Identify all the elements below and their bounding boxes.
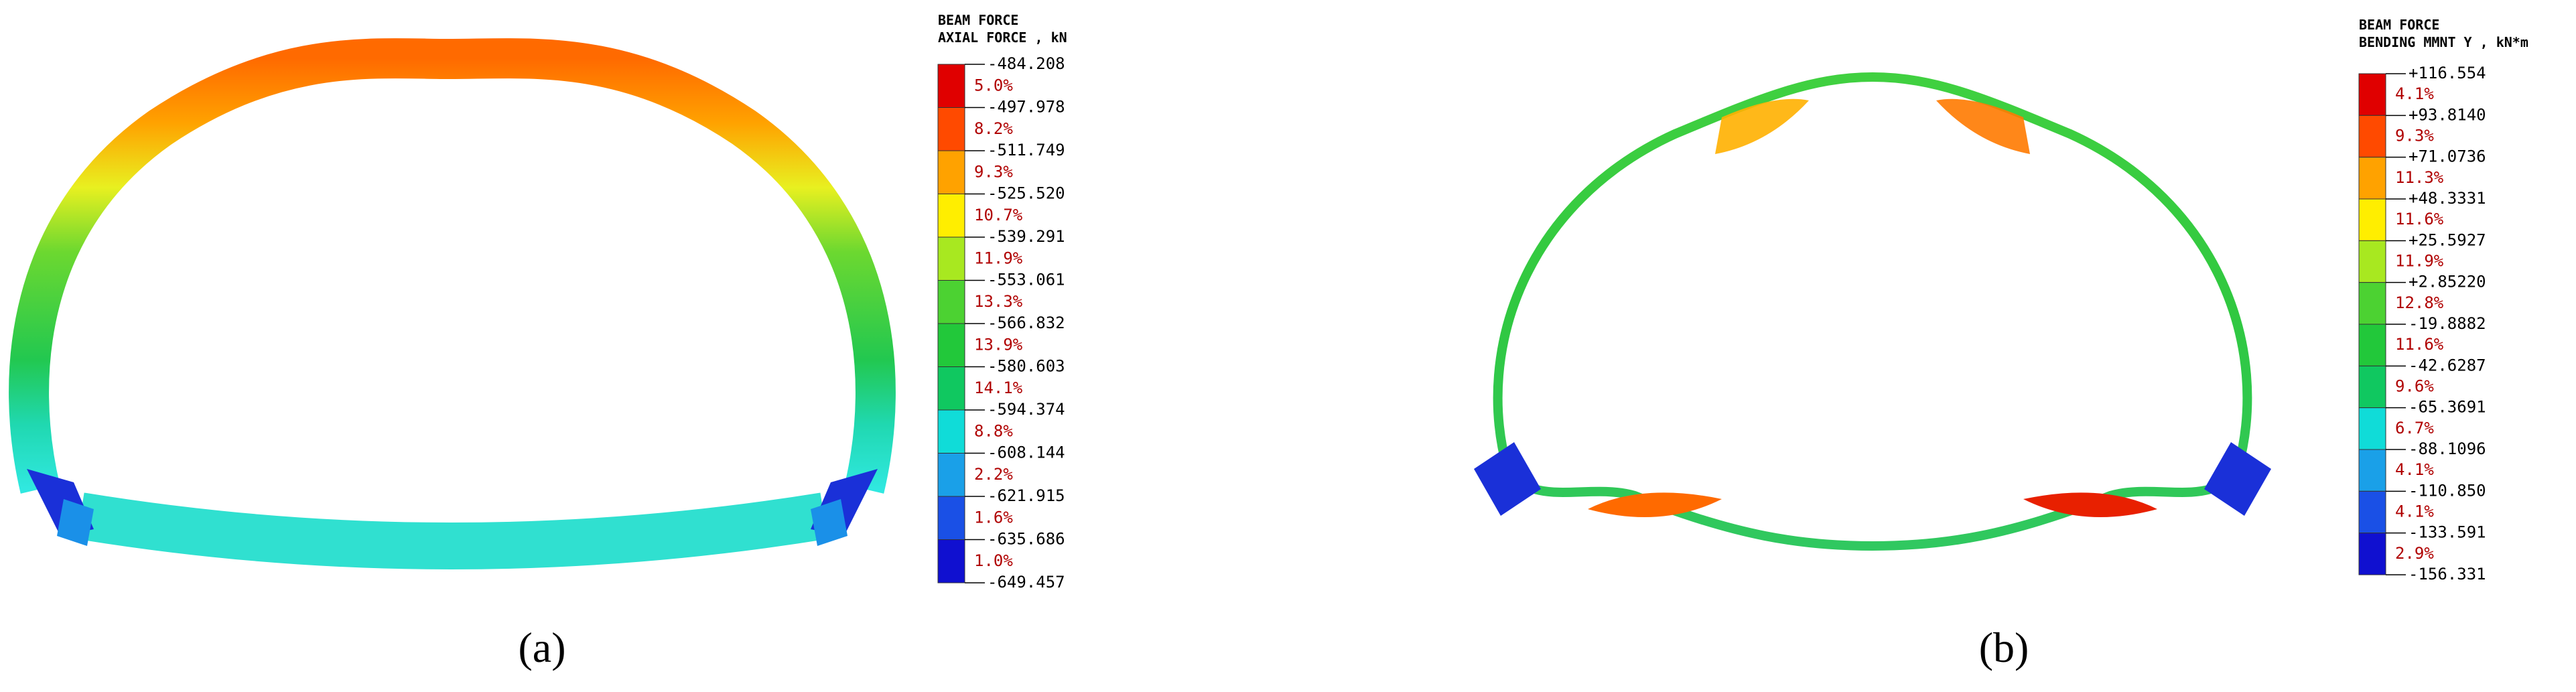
legend-percent: 11.3% [2395,168,2444,187]
legend-percent: 2.9% [2395,544,2434,563]
legend-swatch [2358,490,2386,534]
legend-level: +2.85220 [2409,273,2486,291]
legend-level: -621.915 [988,486,1065,505]
ring-a [9,38,896,569]
legend-level: -580.603 [988,357,1065,376]
legend-percent: 12.8% [2395,293,2444,312]
legend-level: +116.554 [2409,64,2486,82]
caption: (b) [1979,624,2029,671]
legend-level: +48.3331 [2409,189,2486,208]
legend-level: -497.978 [988,98,1065,117]
legend-level: -133.591 [2409,523,2486,542]
legend-percent: 5.0% [974,76,1013,94]
legend-level: -156.331 [2409,565,2486,583]
legend-swatch [2358,533,2386,575]
legend-swatch [2358,407,2386,450]
legend-level: -608.144 [988,443,1065,462]
legend-swatch [2358,365,2386,409]
legend-swatch [2358,282,2386,325]
legend-level: -65.3691 [2409,398,2486,417]
legend-swatch [937,323,965,367]
legend-swatch [2358,240,2386,283]
legend-swatch [2358,449,2386,492]
legend-percent: 9.3% [974,162,1013,181]
legend-percent: 2.2% [974,465,1013,484]
legend-percent: 10.7% [974,206,1023,224]
legend-level: -649.457 [988,573,1065,592]
legend-percent: 6.7% [2395,419,2434,437]
legend-level: -539.291 [988,227,1065,246]
legend-percent: 11.6% [2395,210,2444,228]
legend-level: -110.850 [2409,481,2486,500]
legend-percent: 14.1% [974,378,1023,397]
legend-swatch [2358,73,2386,116]
legend-level: -88.1096 [2409,439,2486,458]
legend-level: +93.8140 [2409,105,2486,124]
caption: (a) [518,624,565,671]
legend-level: -594.374 [988,400,1065,419]
legend-title: BEAM FORCE [2359,17,2439,33]
legend-swatch [937,64,965,108]
legend-percent: 4.1% [2395,84,2434,103]
legend-level: -511.749 [988,141,1065,159]
legend-title: BENDING MMNT Y , kN*m [2359,34,2528,50]
legend-percent: 11.9% [974,249,1023,267]
legend-level: +71.0736 [2409,147,2486,166]
legend-level: +25.5927 [2409,230,2486,249]
legend-percent: 1.0% [974,551,1013,570]
legend-swatch [937,453,965,497]
legend-percent: 8.8% [974,421,1013,440]
legend-title: AXIAL FORCE , kN [938,29,1067,46]
legend-swatch [937,366,965,411]
legend-swatch [937,107,965,151]
legend-level: -553.061 [988,271,1065,289]
legend-swatch [937,280,965,324]
legend-level: -566.832 [988,314,1065,332]
legend-swatch [2358,324,2386,366]
legend-percent: 9.6% [2395,377,2434,396]
legend-percent: 1.6% [974,508,1013,527]
legend-swatch [937,409,965,454]
ring-b [1474,72,2271,551]
legend-swatch [937,496,965,540]
legend-swatch [937,236,965,281]
legend-title: BEAM FORCE [938,12,1018,28]
legend-swatch [2358,198,2386,241]
legend-percent: 11.6% [2395,335,2444,354]
legend-swatch [937,194,965,238]
legend-swatch [2358,157,2386,200]
legend-percent: 8.2% [974,119,1013,138]
legend-percent: 9.3% [2395,127,2434,145]
legend-level: -635.686 [988,530,1065,549]
legend-percent: 4.1% [2395,502,2434,521]
legend-percent: 13.9% [974,335,1023,354]
legend-percent: 11.9% [2395,252,2444,271]
legend-percent: 4.1% [2395,460,2434,479]
legend-percent: 13.3% [974,292,1023,311]
legend-swatch [937,539,965,583]
legend-level: -484.208 [988,54,1065,73]
legend-swatch [2358,115,2386,158]
legend-level: -525.520 [988,184,1065,203]
legend-level: -19.8882 [2409,314,2486,333]
legend-swatch [937,150,965,194]
legend-level: -42.6287 [2409,356,2486,374]
